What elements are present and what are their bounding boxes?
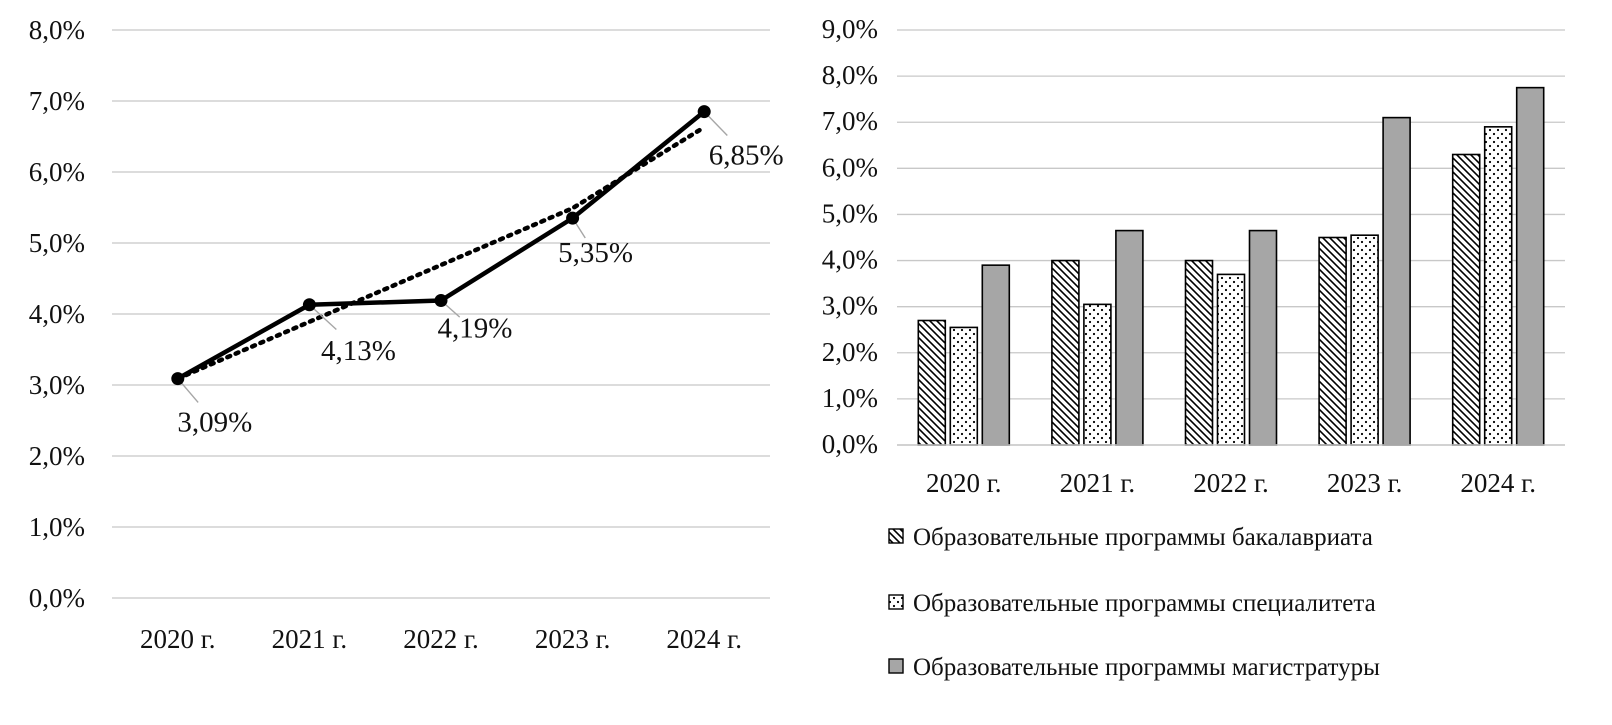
bar-chart: 0,0% 1,0% 2,0% 3,0% 4,0% 5,0% 6,0% 7,0% 8,0% 9,0%… bbox=[822, 14, 1565, 681]
y-tick-label: 1,0% bbox=[29, 512, 85, 542]
legend-label: Образовательные программы магистратуры bbox=[913, 654, 1380, 681]
x-tick-label: 2022 г. bbox=[1193, 468, 1269, 498]
bar bbox=[1382, 116, 1411, 446]
bar bbox=[1115, 229, 1144, 446]
y-tick-label: 1,0% bbox=[822, 383, 878, 413]
bar bbox=[1483, 126, 1513, 446]
x-tick-label: 2023 г. bbox=[1327, 468, 1403, 498]
y-tick-label: 8,0% bbox=[29, 15, 85, 45]
y-tick-label: 2,0% bbox=[29, 441, 85, 471]
y-tick-label: 0,0% bbox=[29, 583, 85, 613]
y-tick-label: 9,0% bbox=[822, 14, 878, 44]
y-tick-label: 2,0% bbox=[822, 337, 878, 367]
bar bbox=[1248, 229, 1278, 446]
bar bbox=[1184, 259, 1214, 446]
y-tick-label: 8,0% bbox=[822, 60, 878, 90]
legend-swatch bbox=[888, 658, 904, 674]
legend-swatch bbox=[888, 528, 904, 544]
x-tick-label: 2021 г. bbox=[272, 624, 348, 654]
bar bbox=[1451, 153, 1481, 446]
data-point bbox=[566, 211, 580, 225]
data-point bbox=[302, 298, 316, 312]
data-label: 4,19% bbox=[438, 313, 513, 345]
legend-label: Образовательные программы бакалавриата bbox=[913, 524, 1373, 551]
data-label: 4,13% bbox=[321, 335, 396, 367]
y-tick-label: 4,0% bbox=[29, 299, 85, 329]
bar bbox=[1216, 273, 1246, 446]
x-tick-label: 2021 г. bbox=[1060, 468, 1136, 498]
y-tick-label: 6,0% bbox=[29, 157, 85, 187]
x-tick-label: 2024 г. bbox=[1460, 468, 1536, 498]
y-tick-label: 6,0% bbox=[822, 152, 878, 182]
x-tick-label: 2020 г. bbox=[926, 468, 1002, 498]
x-tick-label: 2020 г. bbox=[140, 624, 216, 654]
y-tick-label: 7,0% bbox=[29, 86, 85, 116]
data-label: 5,35% bbox=[558, 237, 633, 269]
y-tick-label: 5,0% bbox=[29, 228, 85, 258]
x-tick-label: 2023 г. bbox=[535, 624, 611, 654]
y-tick-label: 5,0% bbox=[822, 198, 878, 228]
y-tick-label: 0,0% bbox=[822, 429, 878, 459]
data-point bbox=[434, 294, 448, 308]
legend-label: Образовательные программы специалитета bbox=[913, 590, 1376, 617]
bar bbox=[1083, 303, 1112, 446]
bar bbox=[1350, 234, 1379, 446]
data-label: 6,85% bbox=[709, 140, 784, 172]
bar bbox=[949, 326, 979, 446]
data-point bbox=[171, 372, 185, 386]
x-tick-label: 2024 г. bbox=[666, 624, 742, 654]
y-tick-label: 3,0% bbox=[822, 291, 878, 321]
line-chart: 0,0% 1,0% 2,0% 3,0% 4,0% 5,0% 6,0% 7,0% 8,0% 2020… bbox=[29, 15, 784, 654]
y-tick-label: 4,0% bbox=[822, 245, 878, 275]
data-label: 3,09% bbox=[177, 407, 252, 439]
x-tick-label: 2022 г. bbox=[403, 624, 479, 654]
bar bbox=[1515, 86, 1545, 446]
legend-swatch bbox=[888, 594, 904, 610]
bar bbox=[1318, 236, 1347, 446]
bar bbox=[917, 319, 947, 446]
data-point bbox=[697, 105, 711, 119]
bar bbox=[981, 264, 1011, 446]
bar bbox=[1051, 259, 1080, 446]
y-tick-label: 3,0% bbox=[29, 370, 85, 400]
y-tick-label: 7,0% bbox=[822, 106, 878, 136]
